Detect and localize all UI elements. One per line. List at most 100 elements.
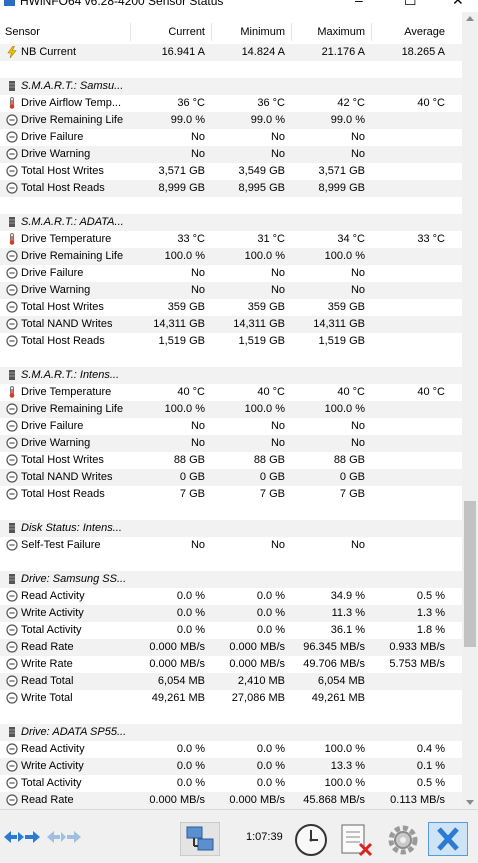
sensor-group-header[interactable]: Drive: ADATA SP55... (0, 724, 462, 741)
vertical-scrollbar[interactable] (462, 12, 478, 809)
average-value (372, 486, 445, 503)
minimize-button[interactable]: – (355, 0, 363, 8)
minimum-value: 0.0 % (256, 624, 285, 636)
average-value (372, 146, 445, 163)
minimum-value: 36 °C (257, 97, 285, 109)
current-value: 49,261 MB (151, 692, 205, 704)
sensor-row[interactable]: Drive Failure No No No (0, 265, 462, 282)
sensor-group-header[interactable]: S.M.A.R.T.: Intens... (0, 367, 462, 384)
header-minimum[interactable]: Minimum (240, 26, 285, 38)
settings-icon[interactable] (384, 822, 422, 858)
sensor-row[interactable]: Write Activity 0.0 % 0.0 % 13.3 % 0.1 % (0, 758, 462, 775)
sensor-name: Drive Failure (21, 131, 84, 143)
header-separator[interactable] (371, 23, 372, 41)
average-value: 0.5 % (416, 590, 445, 602)
nav-back-forward-icon[interactable] (4, 829, 40, 845)
status-icon (6, 675, 18, 687)
sensor-row[interactable]: Drive Failure No No No (0, 129, 462, 146)
sensor-group-header[interactable]: S.M.A.R.T.: Samsu... (0, 78, 462, 95)
sensor-row[interactable]: Total Host Writes 88 GB 88 GB 88 GB (0, 452, 462, 469)
sensor-row[interactable]: Drive Temperature 33 °C 31 °C 34 °C 33 °C (0, 231, 462, 248)
maximize-button[interactable]: ☐ (404, 0, 417, 8)
sensor-row[interactable]: Drive Remaining Life 100.0 % 100.0 % 100.0 … (0, 248, 462, 265)
sensor-row[interactable]: Total Host Reads 7 GB 7 GB 7 GB (0, 486, 462, 503)
header-current[interactable]: Current (168, 26, 205, 38)
sensor-row[interactable]: Total Host Reads 8,999 GB 8,995 GB 8,999 GB (0, 180, 462, 197)
maximum-value: 8,999 GB (318, 182, 365, 194)
header-separator[interactable] (291, 23, 292, 41)
sensor-row[interactable]: Read Rate 0.000 MB/s 0.000 MB/s 96.345 MB/s… (0, 639, 462, 656)
sensor-name: Read Activity (21, 743, 85, 755)
average-value (372, 163, 445, 180)
sensor-row[interactable]: Write Total 49,261 MB 27,086 MB 49,261 MB (0, 690, 462, 707)
sensor-row[interactable]: Drive Remaining Life 100.0 % 100.0 % 100.0 … (0, 401, 462, 418)
header-average[interactable]: Average (404, 26, 445, 38)
minimum-value: 31 °C (257, 233, 285, 245)
sensor-row[interactable]: Drive Failure No No No (0, 418, 462, 435)
sensor-name: Total Host Writes (21, 454, 104, 466)
sensor-row[interactable]: Total Host Reads 1,519 GB 1,519 GB 1,519 GB (0, 333, 462, 350)
sensor-row[interactable]: Write Rate 0.000 MB/s 0.000 MB/s 49.706 MB/… (0, 656, 462, 673)
group-name: S.M.A.R.T.: Intens... (21, 369, 120, 381)
average-value (372, 180, 445, 197)
close-sensors-button[interactable] (428, 822, 468, 856)
sensor-row[interactable]: Drive Warning No No No (0, 435, 462, 452)
average-value (372, 265, 445, 282)
sensor-group-header[interactable]: S.M.A.R.T.: ADATA... (0, 214, 462, 231)
maximum-value: No (350, 420, 365, 432)
reset-icon[interactable] (338, 822, 376, 858)
sensor-name: Drive Failure (21, 267, 84, 279)
scroll-up-icon[interactable] (466, 16, 474, 21)
clock-icon[interactable] (292, 822, 330, 858)
sensor-row[interactable]: Read Total 6,054 MB 2,410 MB 6,054 MB (0, 673, 462, 690)
sensor-row[interactable]: Drive Airflow Temp... 36 °C 36 °C 42 °C 40 °… (0, 95, 462, 112)
minimum-value: 0.0 % (256, 607, 285, 619)
sensor-row[interactable]: Total Host Writes 3,571 GB 3,549 GB 3,571 G… (0, 163, 462, 180)
sensor-row[interactable]: Drive Warning No No No (0, 146, 462, 163)
current-value: 7 GB (179, 488, 205, 500)
current-value: 0.0 % (176, 760, 205, 772)
minimum-value: No (270, 284, 285, 296)
sensor-row[interactable]: Total NAND Writes 14,311 GB 14,311 GB 14,31… (0, 316, 462, 333)
sensor-row[interactable]: Self-Test Failure No No No (0, 537, 462, 554)
status-icon (6, 284, 18, 296)
status-icon (6, 114, 18, 126)
sensor-row[interactable]: Read Rate 0.000 MB/s 0.000 MB/s 45.868 MB/s… (0, 792, 462, 809)
sensor-row[interactable]: Total Host Writes 359 GB 359 GB 359 GB (0, 299, 462, 316)
sensor-group-header[interactable]: Drive: Samsung SS... (0, 571, 462, 588)
scroll-down-icon[interactable] (466, 800, 474, 805)
sensor-group-header[interactable]: Disk Status: Intens... (0, 520, 462, 537)
maximum-value: 11.3 % (331, 607, 365, 619)
close-window-button[interactable]: ✕ (452, 0, 464, 8)
status-icon (6, 743, 18, 755)
column-header: Sensor Current Minimum Maximum Average (0, 20, 462, 45)
sensor-name: Write Rate (21, 658, 73, 670)
sensor-row[interactable]: Read Activity 0.0 % 0.0 % 100.0 % 0.4 % (0, 741, 462, 758)
maximum-value: 100.0 % (324, 743, 365, 755)
average-value (372, 333, 445, 350)
average-value: 0.113 MB/s (390, 794, 445, 806)
sensor-row[interactable]: Read Activity 0.0 % 0.0 % 34.9 % 0.5 % (0, 588, 462, 605)
status-icon (6, 471, 18, 483)
sensor-row[interactable]: Drive Warning No No No (0, 282, 462, 299)
nav-layout-icon[interactable] (47, 829, 81, 845)
status-icon (6, 165, 18, 177)
header-sensor[interactable]: Sensor (5, 26, 40, 38)
scroll-thumb[interactable] (464, 501, 476, 647)
header-separator[interactable] (130, 23, 131, 41)
sensor-row[interactable]: Drive Remaining Life 99.0 % 99.0 % 99.0 % (0, 112, 462, 129)
sensor-list[interactable]: NB Current 16.941 A 14.824 A 21.176 A 18.265… (0, 44, 462, 809)
average-value (372, 673, 445, 690)
sensor-row[interactable]: Drive Temperature 40 °C 40 °C 40 °C 40 °C (0, 384, 462, 401)
header-separator[interactable] (211, 23, 212, 41)
sensor-row[interactable]: NB Current 16.941 A 14.824 A 21.176 A 18.265… (0, 44, 462, 61)
network-icon[interactable] (180, 822, 220, 856)
sensor-name: Drive Remaining Life (21, 250, 124, 262)
header-maximum[interactable]: Maximum (317, 26, 365, 38)
sensor-row[interactable]: Total Activity 0.0 % 0.0 % 100.0 % 0.5 % (0, 775, 462, 792)
average-value: 0.933 MB/s (389, 641, 445, 653)
sensor-row[interactable]: Total NAND Writes 0 GB 0 GB 0 GB (0, 469, 462, 486)
sensor-row[interactable]: Write Activity 0.0 % 0.0 % 11.3 % 1.3 % (0, 605, 462, 622)
maximum-value: No (350, 267, 365, 279)
sensor-row[interactable]: Total Activity 0.0 % 0.0 % 36.1 % 1.8 % (0, 622, 462, 639)
